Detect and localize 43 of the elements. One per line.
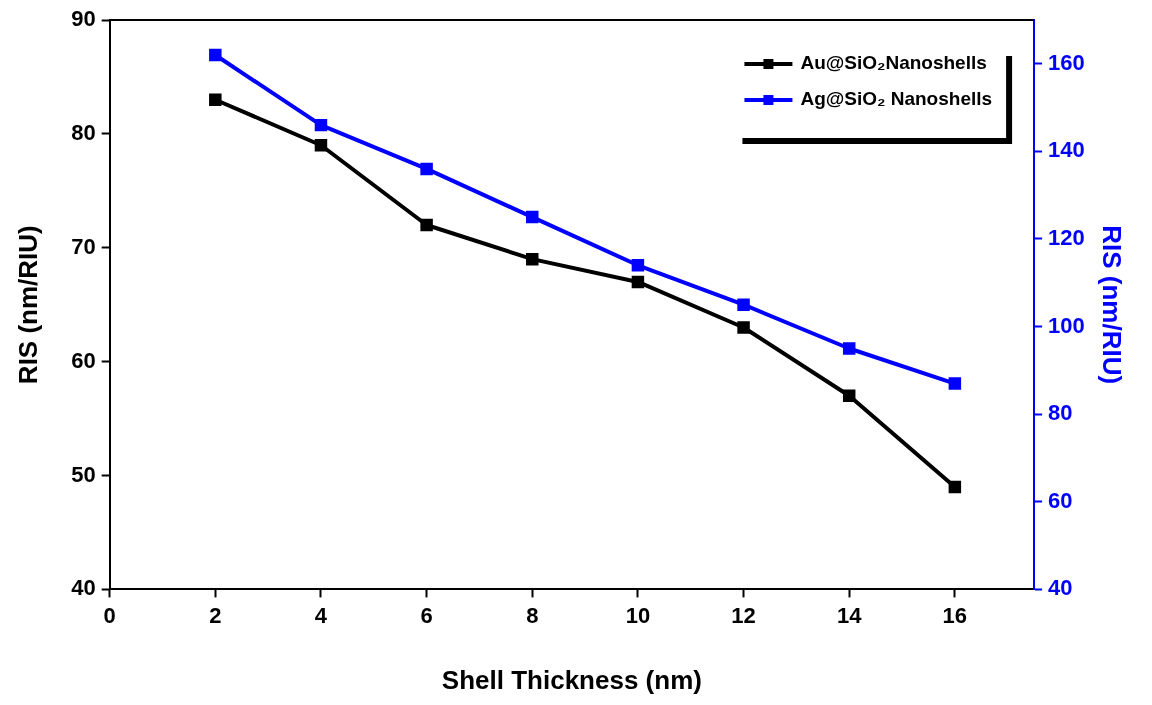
y-tick-label: 50	[71, 461, 96, 487]
y-axis-title: RIS (nm/RIU)	[12, 225, 43, 385]
point	[631, 275, 645, 289]
x-tick-label: 14	[836, 602, 863, 628]
x-tick-label: 0	[103, 602, 116, 628]
y2-tick-label: 80	[1048, 400, 1073, 426]
x-tick-label: 4	[314, 602, 328, 628]
y2-tick-label: 40	[1048, 575, 1073, 601]
point	[842, 342, 856, 355]
legend-label: Au@SiO₂Nanoshells	[800, 52, 987, 74]
y2-axis-title: RIS (nm/RIU)	[1097, 225, 1128, 385]
x-axis-title: Shell Thickness (nm)	[441, 664, 702, 695]
y-tick-label: 80	[71, 119, 96, 145]
legend-label: Ag@SiO₂ Nanoshells	[800, 88, 993, 110]
point	[526, 252, 539, 266]
x-tick-label: 6	[420, 602, 433, 628]
y-tick-label: 40	[71, 575, 96, 601]
y2-tick-label: 100	[1048, 312, 1085, 338]
point	[420, 218, 433, 232]
y2-tick-label: 140	[1048, 137, 1085, 163]
y-tick-label: 60	[71, 347, 96, 373]
x-tick-label: 16	[942, 602, 968, 628]
y-tick-label: 90	[71, 6, 96, 32]
point	[948, 480, 962, 494]
point	[209, 93, 222, 106]
x-tick-label: 8	[526, 602, 539, 628]
point	[314, 118, 328, 132]
x-tick-label: 10	[625, 602, 651, 628]
y2-tick-label: 120	[1048, 225, 1085, 251]
y2-tick-label: 160	[1048, 49, 1085, 75]
point	[737, 321, 750, 334]
y2-tick-label: 60	[1048, 487, 1073, 513]
point	[842, 389, 856, 403]
point	[631, 259, 645, 272]
y-tick-label: 70	[71, 233, 96, 259]
point	[526, 210, 539, 224]
point	[420, 162, 433, 176]
point	[209, 48, 222, 62]
point	[737, 298, 750, 311]
x-tick-label: 12	[731, 602, 756, 628]
point	[314, 139, 328, 152]
x-tick-label: 2	[209, 602, 222, 628]
point	[948, 377, 962, 390]
